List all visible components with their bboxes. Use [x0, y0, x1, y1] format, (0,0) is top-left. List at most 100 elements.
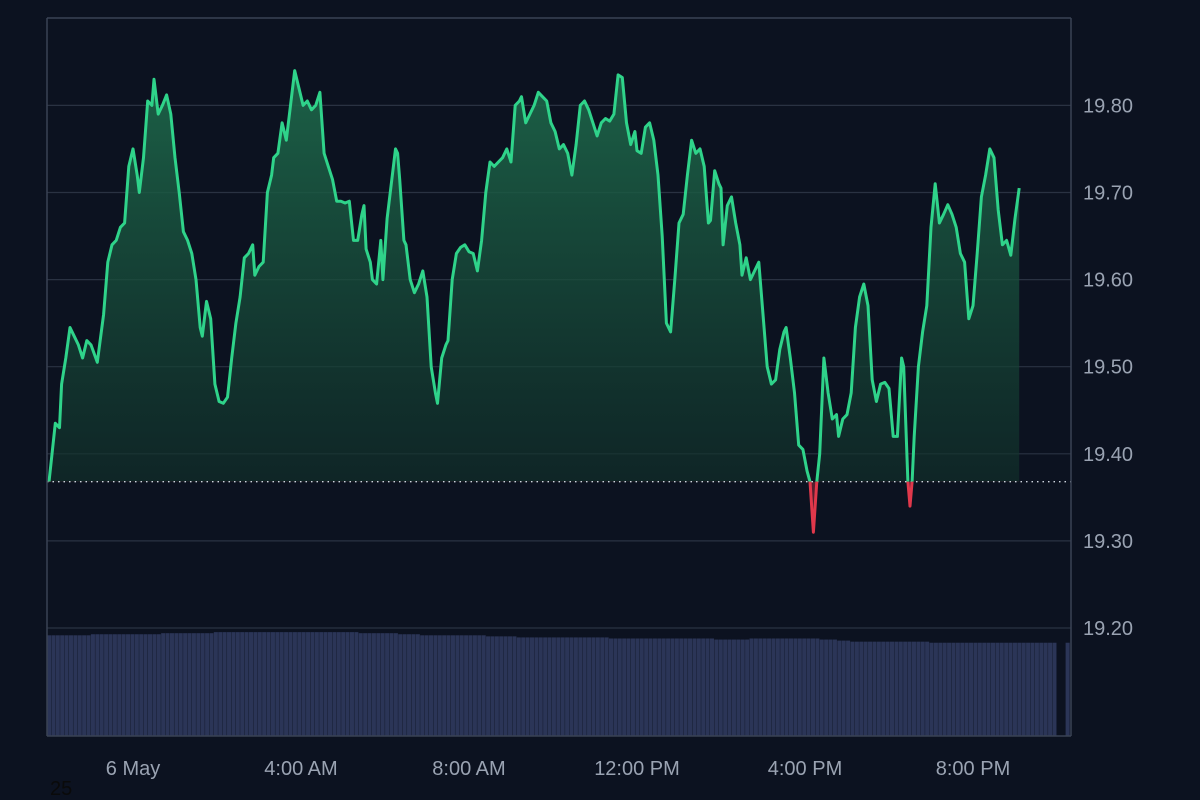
- volume-bar: [657, 638, 662, 736]
- volume-bar: [762, 638, 767, 736]
- volume-bar: [907, 641, 912, 736]
- volume-bar: [398, 634, 403, 736]
- volume-bar: [815, 638, 820, 736]
- volume-bar: [942, 642, 947, 736]
- volume-bar: [389, 633, 394, 736]
- volume-bar: [573, 637, 578, 736]
- volume-bar: [64, 635, 69, 736]
- volume-bar: [723, 639, 728, 736]
- y-axis: 19.20 19.30 19.40 19.50 19.60 19.70 19.80: [1083, 95, 1133, 640]
- volume-bar: [472, 635, 477, 736]
- volume-bar: [169, 633, 174, 736]
- volume-bar: [332, 632, 337, 736]
- y-tick-label: 19.60: [1083, 270, 1133, 292]
- y-tick-label: 19.50: [1083, 357, 1133, 379]
- volume-bar: [227, 632, 232, 736]
- volume-bar: [889, 641, 895, 736]
- volume-bar: [358, 633, 363, 736]
- volume-bar: [437, 635, 442, 736]
- volume-bar: [1052, 642, 1057, 736]
- x-tick-label: 8:00 PM: [936, 758, 1010, 780]
- volume-bar: [328, 632, 333, 736]
- volume-bar: [205, 633, 210, 736]
- volume-bar: [806, 638, 811, 736]
- volume-bars: [47, 632, 1070, 736]
- volume-bar: [1021, 642, 1026, 736]
- volume-bar: [99, 634, 104, 736]
- volume-bar: [635, 638, 640, 736]
- volume-bar: [1039, 642, 1044, 736]
- volume-bar: [608, 638, 614, 736]
- volume-bar: [345, 632, 350, 736]
- volume-bar: [731, 639, 736, 736]
- volume-bar: [516, 637, 521, 736]
- volume-bar: [569, 637, 574, 736]
- volume-bar: [314, 632, 319, 736]
- volume-bar: [990, 642, 996, 736]
- volume-bar: [876, 641, 881, 736]
- volume-bar: [270, 632, 275, 736]
- volume-bar: [789, 638, 794, 736]
- volume-bar: [938, 642, 943, 736]
- volume-bar: [95, 634, 100, 736]
- volume-bar: [354, 632, 359, 736]
- volume-bar: [262, 632, 267, 736]
- volume-bar: [494, 636, 499, 736]
- volume-bar: [73, 635, 78, 736]
- volume-bar: [622, 638, 627, 736]
- volume-bar: [525, 637, 530, 736]
- volume-bar: [933, 642, 938, 736]
- volume-bar: [982, 642, 987, 736]
- volume-bar: [477, 635, 482, 736]
- price-line: [47, 69, 1021, 534]
- volume-bar: [604, 637, 609, 736]
- volume-bar: [666, 638, 671, 736]
- volume-bar: [424, 635, 429, 736]
- volume-bar: [920, 641, 925, 736]
- volume-bar: [736, 639, 741, 736]
- volume-bar: [156, 634, 161, 736]
- volume-bar: [284, 632, 289, 736]
- volume-bar: [363, 633, 368, 736]
- volume-bar: [292, 632, 297, 736]
- volume-bar: [837, 640, 842, 736]
- volume-bar: [367, 633, 372, 736]
- volume-bar: [1065, 642, 1070, 736]
- volume-bar: [929, 642, 934, 736]
- volume-bar: [165, 633, 170, 736]
- volume-bar: [231, 632, 236, 736]
- volume-bar: [1012, 642, 1017, 736]
- volume-bar: [977, 642, 982, 736]
- volume-bar: [986, 642, 991, 736]
- volume-bar: [885, 641, 890, 736]
- volume-bar: [257, 632, 262, 736]
- volume-bar: [77, 635, 82, 736]
- volume-bar: [727, 639, 732, 736]
- volume-bar: [183, 633, 188, 736]
- volume-bar: [139, 634, 144, 736]
- volume-bar: [411, 634, 416, 736]
- volume-bar: [380, 633, 385, 736]
- x-tick-label: 12:00 PM: [594, 758, 680, 780]
- volume-bar: [753, 638, 758, 736]
- volume-bar: [1048, 642, 1053, 736]
- volume-bar: [644, 638, 649, 736]
- volume-bar: [117, 634, 122, 736]
- volume-bar: [534, 637, 539, 736]
- volume-bar: [275, 632, 280, 736]
- volume-bar: [200, 633, 205, 736]
- volume-bar: [995, 642, 1000, 736]
- volume-bar: [279, 632, 284, 736]
- volume-bar: [973, 642, 978, 736]
- volume-bar: [793, 638, 798, 736]
- volume-bar: [209, 633, 214, 736]
- volume-bar: [1026, 642, 1031, 736]
- volume-bar: [1034, 642, 1039, 736]
- volume-bar: [68, 635, 73, 736]
- volume-bar: [894, 641, 899, 736]
- volume-bar: [161, 633, 166, 736]
- x-tick-label: 4:00 AM: [264, 758, 337, 780]
- volume-bar: [560, 637, 565, 736]
- volume-bar: [529, 637, 534, 736]
- volume-bar: [960, 642, 965, 736]
